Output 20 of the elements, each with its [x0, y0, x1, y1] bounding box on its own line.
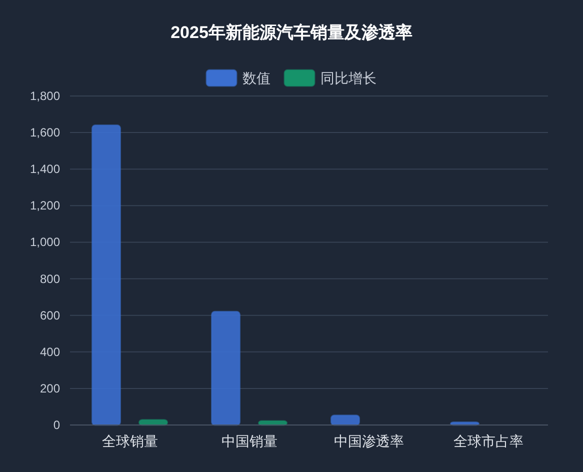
x-tick-label: 全球销量 — [102, 433, 158, 449]
y-tick-label: 200 — [40, 381, 60, 396]
y-tick-label: 1,800 — [30, 89, 60, 103]
y-tick-label: 800 — [40, 272, 60, 286]
x-tick-label: 中国销量 — [221, 433, 278, 449]
y-tick-label: 400 — [40, 344, 60, 359]
y-tick-label: 1,200 — [30, 198, 60, 213]
chart-title: 2025年新能源汽车销量及渗透率 — [170, 23, 412, 42]
y-tick-label: 0 — [53, 418, 60, 432]
x-tick-label: 全球市占率 — [453, 433, 524, 449]
y-tick-label: 600 — [40, 308, 60, 322]
y-tick-label: 1,600 — [30, 126, 60, 140]
y-tick-label: 1,400 — [30, 162, 60, 176]
bar — [92, 124, 121, 426]
legend-label: 同比增长 — [320, 70, 376, 86]
bar — [330, 414, 360, 426]
legend-label: 数值 — [242, 70, 270, 86]
x-tick-label: 中国渗透率 — [334, 433, 404, 449]
y-tick-label: 1,000 — [30, 235, 60, 250]
bar — [211, 310, 240, 426]
